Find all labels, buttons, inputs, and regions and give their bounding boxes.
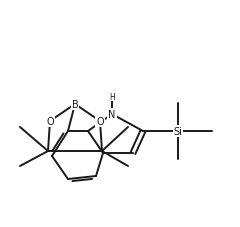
Text: O: O	[96, 116, 104, 126]
Text: B: B	[72, 100, 78, 109]
Text: H: H	[109, 92, 115, 101]
Text: N: N	[108, 109, 116, 119]
Text: Si: Si	[174, 126, 182, 136]
Text: O: O	[46, 116, 54, 126]
